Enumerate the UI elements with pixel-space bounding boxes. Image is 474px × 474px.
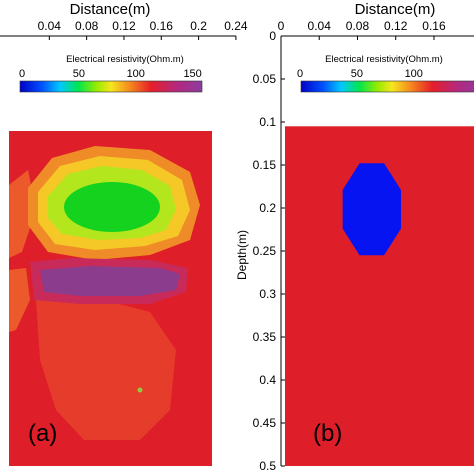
panel-b-x-tick-label: 0.04 [308,19,332,33]
panel-b-y-tick-label: 0.2 [259,201,276,215]
panel-b-colorbar-tick-labels: 0 50 100 [297,68,423,80]
panel-b-y-tick-labels: 0 0.05 0.1 0.15 0.2 0.25 0.3 0.35 0.4 0.45 0.5 [253,29,285,473]
panel-a: Distance(m) 0.04 0.08 0.12 0.16 0.2 0.24 Elec… [0,1,248,466]
panel-b-y-tick-label: 0.35 [253,330,277,344]
panel-b-y-tick-label: 0.05 [253,72,277,86]
panel-b-y-tick-label: 0 [269,29,276,43]
panel-a-colorbar-label: Electrical resistivity(Ohm.m) [66,54,184,65]
panel-b-x-tick-label: 0.16 [422,19,446,33]
colorbar-tick-label: 100 [405,68,423,80]
panel-a-colorbar [19,80,203,93]
panel-a-x-tick-label: 0.2 [190,19,207,33]
panel-b-x-tick-label: 0.12 [384,19,408,33]
panel-b-y-tick-label: 0.25 [253,244,277,258]
panel-b-y-tick-label: 0.3 [259,287,276,301]
panel-b-model-map [285,126,474,467]
panel-a-x-tick-label: 0.24 [224,19,248,33]
panel-b-colorbar-label: Electrical resistivity(Ohm.m) [325,54,443,65]
colorbar-tick-label: 0 [19,68,25,80]
panel-b-y-tick-label: 0.15 [253,158,277,172]
panel-a-x-tick-label: 0.16 [150,19,174,33]
panel-b-xlabel: Distance(m) [355,1,436,18]
panel-a-contour-map [9,131,212,466]
panel-b-x-tick-label: 0.08 [346,19,370,33]
panel-a-label: (a) [28,420,57,447]
panel-b-x-tick-label: 0 [278,19,285,33]
panel-b: Distance(m) 0 0.04 0.08 0.12 0.16 0 0.05 0.1 0.… [235,1,474,473]
panel-a-x-tick-labels: 0.04 0.08 0.12 0.16 0.2 0.24 [38,19,248,40]
panel-b-y-tick-label: 0.5 [259,459,276,473]
panel-b-label: (b) [313,420,342,447]
colorbar-tick-label: 0 [297,68,303,80]
panel-a-x-tick-label: 0.12 [112,19,136,33]
panel-b-colorbar [300,80,474,93]
panel-a-low-res-core [64,182,160,232]
panel-a-colorbar-tick-labels: 0 50 100 150 [19,68,202,80]
panel-a-small-spot [137,387,143,393]
panel-b-anomaly [342,163,401,256]
colorbar-tick-label: 50 [73,68,85,80]
panel-a-lower-region [36,298,176,440]
panel-a-edge-band [9,268,30,332]
panel-b-x-tick-labels: 0 0.04 0.08 0.12 0.16 [278,19,446,40]
panel-a-x-tick-label: 0.08 [75,19,99,33]
panel-a-x-tick-label: 0.04 [38,19,62,33]
colorbar-tick-label: 150 [183,68,201,80]
panel-a-high-res-band [40,266,180,296]
panel-b-y-tick-label: 0.1 [259,115,276,129]
colorbar-tick-label: 100 [127,68,145,80]
colorbar-tick-label: 50 [351,68,363,80]
panel-b-y-tick-label: 0.4 [259,373,276,387]
panel-b-ylabel: Depth(m) [235,230,249,280]
panel-b-y-tick-label: 0.45 [253,416,277,430]
panel-a-xlabel: Distance(m) [70,1,151,18]
